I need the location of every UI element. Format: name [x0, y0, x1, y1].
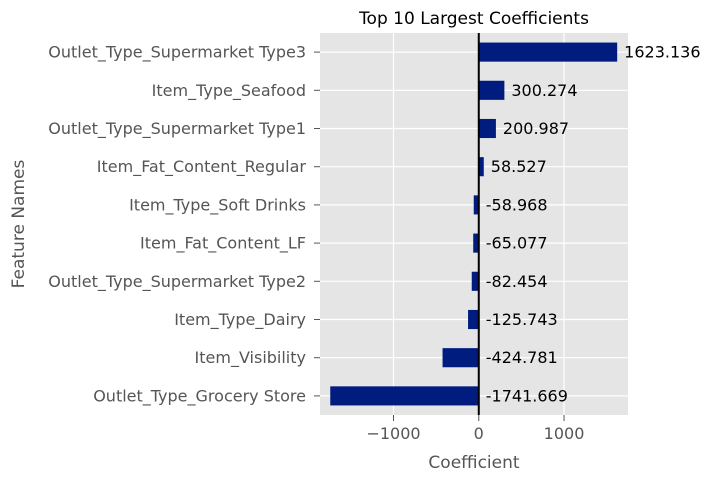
bar: [330, 386, 479, 406]
data-labels: 1623.136 300.274 200.987 58.527 -58.968 -65.0…: [486, 43, 701, 406]
y-tick-label: Item_Type_Dairy: [174, 310, 306, 330]
x-tick-label: 1000: [544, 424, 585, 443]
bar: [478, 42, 618, 62]
y-tick-label: Outlet_Type_Grocery Store: [93, 386, 306, 406]
x-tick-label: 0: [474, 424, 484, 443]
bar: [442, 348, 479, 368]
bar: [473, 233, 479, 253]
y-tick-label: Outlet_Type_Supermarket Type1: [48, 119, 306, 139]
data-label: -424.781: [486, 348, 558, 367]
y-tick-labels: Outlet_Type_Supermarket Type3 Item_Type_S…: [48, 43, 320, 406]
y-tick-label: Outlet_Type_Supermarket Type2: [48, 272, 306, 292]
bars: [330, 42, 618, 406]
y-tick-label: Item_Fat_Content_LF: [140, 234, 306, 254]
y-axis-title: Feature Names: [9, 160, 29, 289]
data-label: -82.454: [486, 272, 548, 291]
data-label: -58.968: [486, 195, 548, 214]
bar: [471, 271, 479, 291]
y-tick-label: Item_Visibility: [195, 348, 306, 368]
x-axis-title: Coefficient: [428, 453, 519, 473]
chart-title: Top 10 Largest Coefficients: [358, 9, 589, 29]
x-tick-label: −1000: [366, 424, 420, 443]
y-tick-label: Outlet_Type_Supermarket Type3: [48, 43, 306, 63]
bar: [468, 309, 479, 330]
data-label: -65.077: [486, 234, 548, 253]
data-label: -125.743: [486, 310, 558, 329]
data-label: 300.274: [511, 81, 577, 100]
bar: [478, 80, 505, 100]
data-label: 1623.136: [624, 43, 700, 62]
data-label: -1741.669: [486, 386, 568, 405]
bar: [478, 157, 484, 177]
data-label: 58.527: [491, 157, 547, 176]
bar: [478, 118, 496, 139]
y-tick-label: Item_Fat_Content_Regular: [97, 157, 307, 177]
bar: [473, 195, 479, 215]
x-tick-labels: −1000 0 1000: [366, 415, 584, 443]
y-tick-label: Item_Type_Seafood: [152, 81, 306, 101]
y-tick-label: Item_Type_Soft Drinks: [129, 195, 306, 215]
data-label: 200.987: [503, 119, 569, 138]
